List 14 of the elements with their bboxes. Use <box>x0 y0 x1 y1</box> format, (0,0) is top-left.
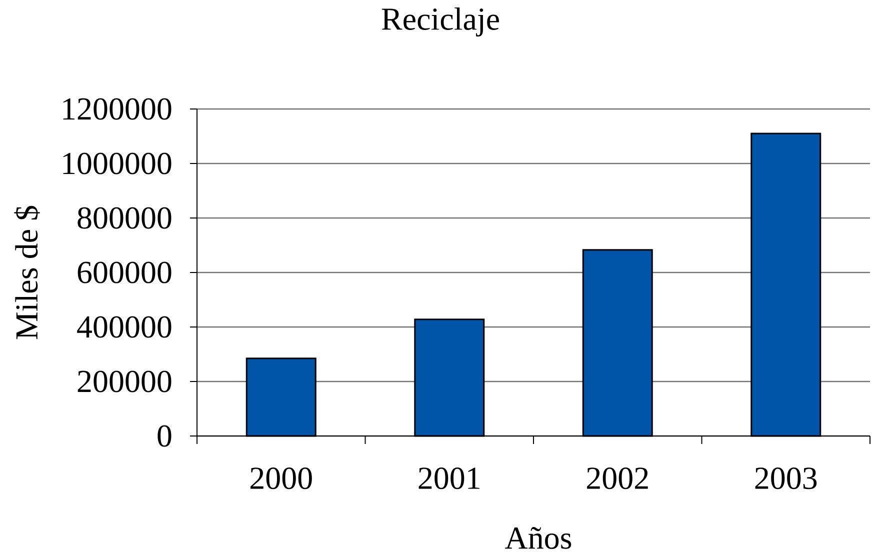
y-tick-label: 400000 <box>77 316 172 338</box>
chart-title: Reciclaje <box>382 7 499 36</box>
x-tick-label: 2001 <box>418 468 480 490</box>
x-tick-label: 2002 <box>587 468 648 490</box>
y-tick-label: 0 <box>158 425 172 447</box>
y-tick-label: 200000 <box>78 370 172 392</box>
y-tick-label: 600000 <box>78 262 172 284</box>
y-tick-label: 800000 <box>78 207 172 229</box>
y-tick-label: 1200000 <box>63 98 172 120</box>
y-tick-label: 1000000 <box>63 152 172 174</box>
x-tick-label: 2003 <box>755 468 817 490</box>
x-axis-title: Años <box>505 527 572 549</box>
x-tick-label: 2000 <box>250 468 312 490</box>
y-axis-title: Miles de $ <box>14 206 40 340</box>
